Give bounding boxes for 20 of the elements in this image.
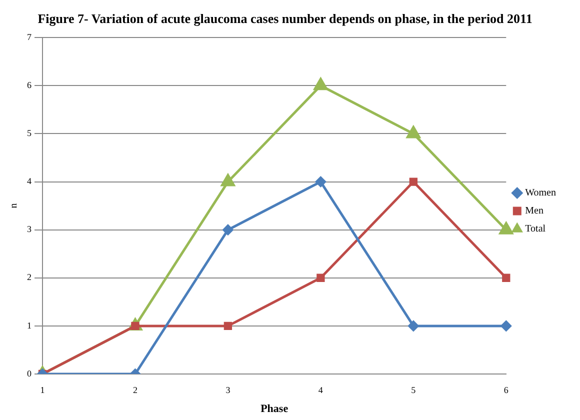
x-tick-label: 5: [411, 384, 416, 395]
chart-title: Figure 7- Variation of acute glaucoma cases number depends on phase, in the period 2011: [38, 11, 532, 26]
y-tick-label: 3: [27, 224, 32, 234]
legend-label: Total: [525, 224, 546, 235]
y-tick-label: 5: [27, 128, 32, 138]
x-tick-label: 2: [132, 384, 138, 395]
y-tick-label: 7: [27, 32, 32, 42]
x-tick-label: 3: [226, 384, 231, 395]
y-tick-label: 1: [27, 320, 32, 330]
y-tick-label: 6: [27, 80, 32, 90]
x-tick-label: 1: [40, 384, 45, 395]
legend-label: Women: [525, 188, 556, 199]
y-axis-title: n: [8, 203, 20, 208]
y-tick-label: 4: [27, 176, 32, 186]
x-axis-title: Phase: [260, 403, 288, 416]
y-tick-label: 2: [27, 272, 32, 282]
x-tick-label: 6: [504, 384, 509, 395]
legend-label: Men: [525, 206, 544, 217]
y-tick-label: 0: [27, 368, 32, 378]
x-tick-label: 4: [318, 384, 324, 395]
